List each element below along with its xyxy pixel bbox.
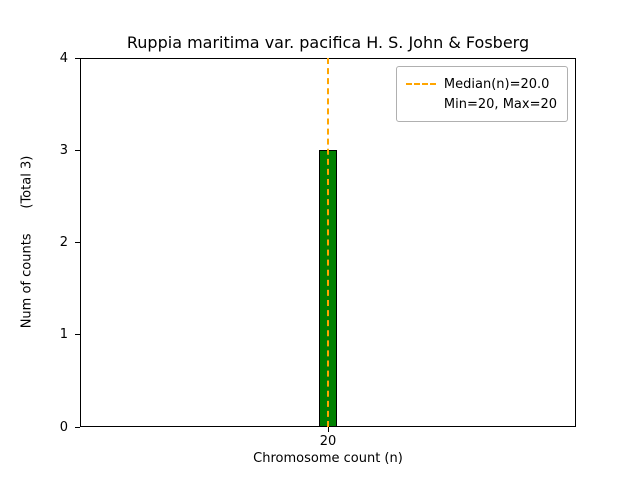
y-tick-label: 4 xyxy=(59,50,68,66)
median-line xyxy=(327,58,329,427)
legend-label-minmax: Min=20, Max=20 xyxy=(443,96,557,112)
y-tick-mark xyxy=(75,242,80,243)
legend-label-median: Median(n)=20.0 xyxy=(443,76,550,92)
y-tick-label: 1 xyxy=(59,327,68,343)
legend-entry-minmax: Min=20, Max=20 xyxy=(406,94,557,114)
y-tick-label: 2 xyxy=(59,235,68,250)
legend-entry-median: Median(n)=20.0 xyxy=(405,74,557,94)
x-axis-label: Chromosome count (n) xyxy=(253,451,403,466)
y-tick-mark xyxy=(75,334,80,336)
y-tick-mark xyxy=(75,149,80,151)
x-tick-label: 20 xyxy=(319,434,337,449)
legend: Median(n)=20.0 Min=20, Max=20 xyxy=(395,66,568,122)
y-tick-mark xyxy=(75,57,80,59)
y-tick-label: 0 xyxy=(59,419,68,435)
y-axis-label: Num of counts (Total 3) xyxy=(19,155,35,329)
y-tick-mark xyxy=(75,426,80,428)
y-tick-label: 3 xyxy=(59,142,68,158)
legend-blank-marker xyxy=(406,103,436,105)
median-dashed-line-icon xyxy=(405,83,436,85)
chart-title: Ruppia maritima var. pacifica H. S. John… xyxy=(126,33,530,52)
x-tick-mark xyxy=(327,427,329,432)
